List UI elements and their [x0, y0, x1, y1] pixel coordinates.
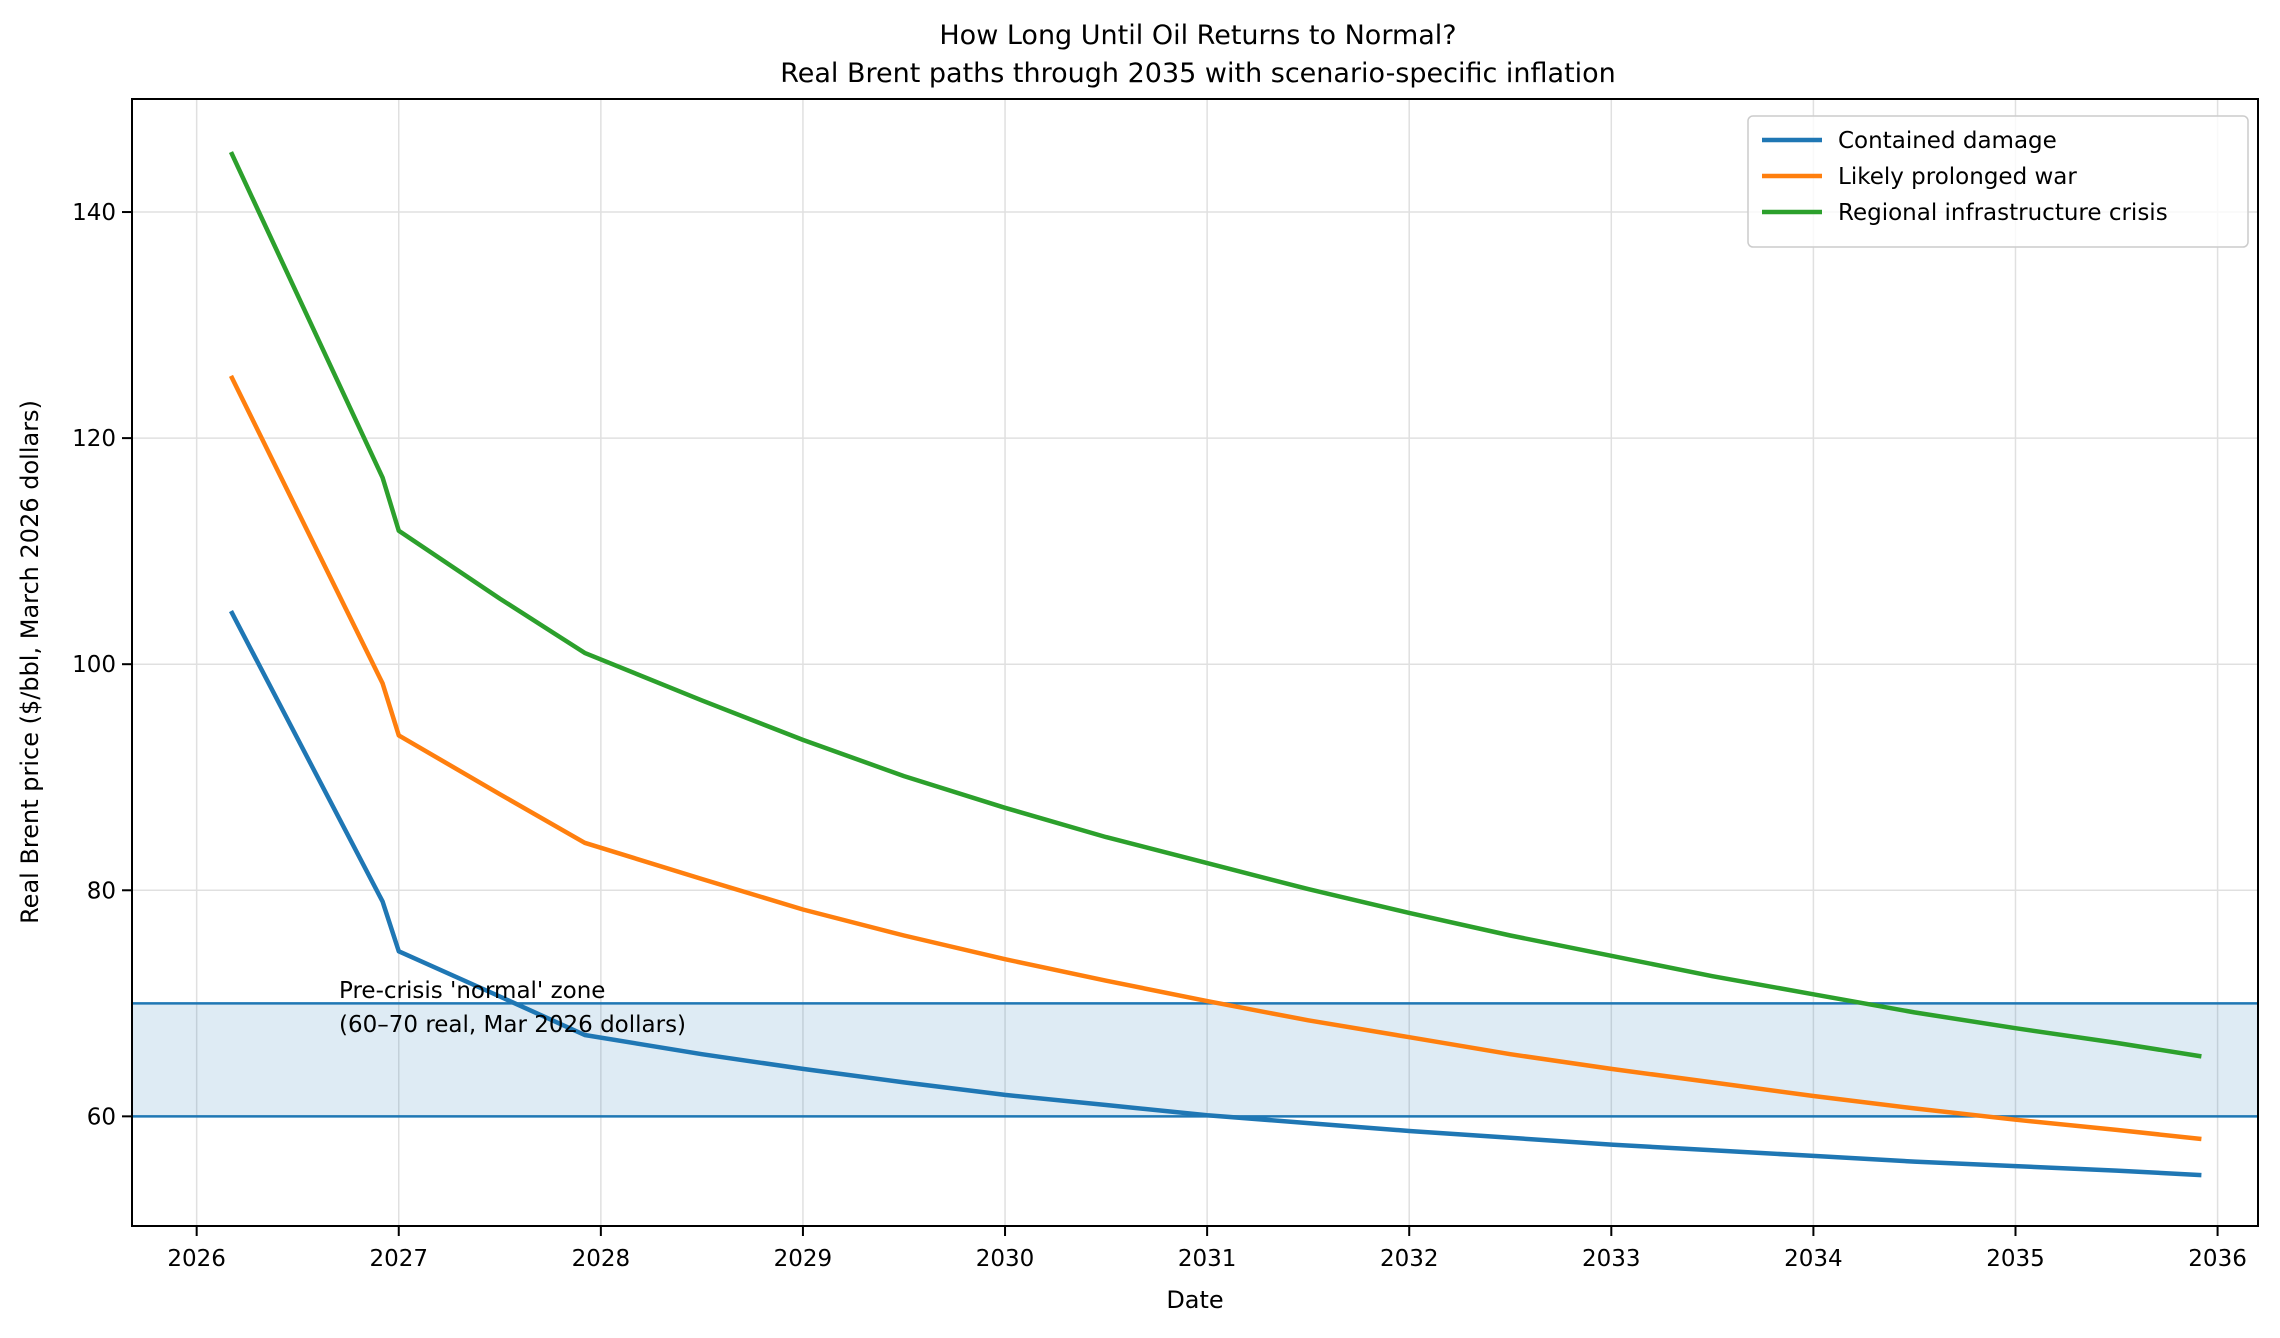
x-tick-label: 2029 [774, 1246, 833, 1272]
normal-zone-fill [132, 1003, 2258, 1117]
legend-label: Likely prolonged war [1838, 164, 2077, 190]
series-line-1 [228, 374, 2202, 1142]
series-lines [228, 151, 2202, 1178]
y-axis-label: Real Brent price ($/bbl, March 2026 doll… [16, 400, 44, 924]
x-tick-label: 2031 [1178, 1246, 1237, 1272]
x-axis-label: Date [1166, 1286, 1223, 1314]
x-tick-label: 2032 [1380, 1246, 1439, 1272]
x-tick-label: 2030 [976, 1246, 1035, 1272]
legend-label: Contained damage [1838, 128, 2057, 154]
x-tick-label: 2028 [572, 1246, 631, 1272]
series-line-2 [228, 151, 2202, 1059]
y-tick-label: 140 [72, 200, 116, 226]
series-line-0 [229, 610, 2202, 1178]
x-axis: 2026 2027 2028 2029 2030 2031 2032 2033 2034 2035… [167, 1226, 2247, 1272]
x-tick-label: 2034 [1784, 1246, 1843, 1272]
y-axis: 60 80 100 120 140 [72, 200, 132, 1130]
normal-zone-band [132, 1002, 2258, 1118]
x-tick-label: 2036 [2188, 1246, 2247, 1272]
legend-label: Regional infrastructure crisis [1838, 200, 2168, 226]
legend-box [1747, 115, 2249, 248]
plot-frame [131, 98, 2259, 1227]
chart-title: How Long Until Oil Returns to Normal? [939, 20, 1456, 51]
x-tick-label: 2026 [167, 1246, 226, 1272]
band-label-line1: Pre-crisis 'normal' zone [339, 978, 605, 1004]
y-tick-label: 60 [87, 1104, 116, 1130]
x-tick-label: 2033 [1582, 1246, 1641, 1272]
band-label-line2: (60–70 real, Mar 2026 dollars) [339, 1012, 686, 1038]
x-tick-label: 2027 [369, 1246, 428, 1272]
y-tick-label: 100 [72, 652, 116, 678]
y-tick-label: 80 [87, 878, 116, 904]
chart-subtitle: Real Brent paths through 2035 with scena… [780, 58, 1616, 89]
x-tick-label: 2035 [1986, 1246, 2045, 1272]
legend: Contained damage Likely prolonged war Regi… [1747, 115, 2249, 248]
y-tick-label: 120 [72, 426, 116, 452]
